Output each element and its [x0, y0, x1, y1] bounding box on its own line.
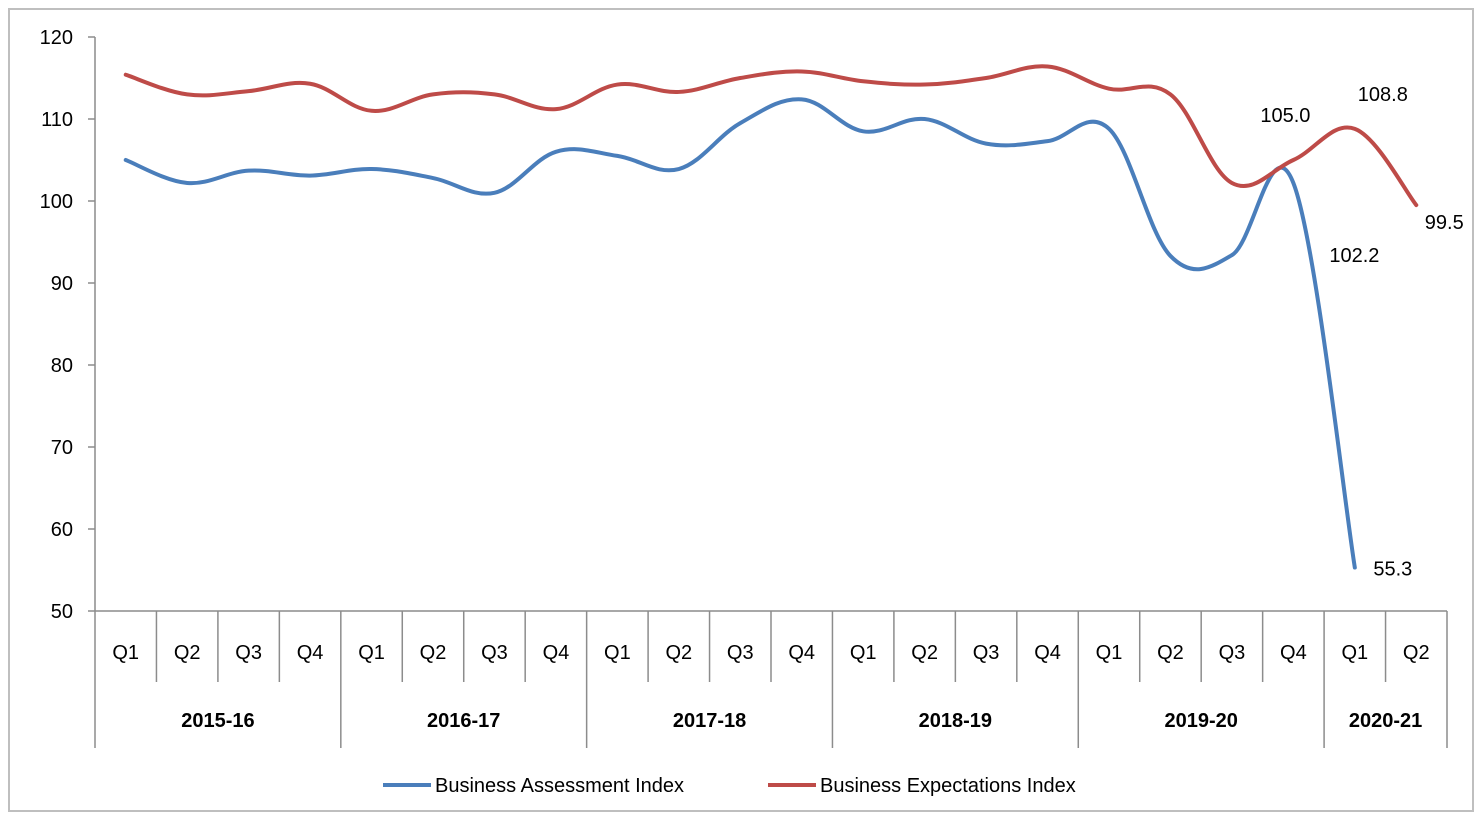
- series-line-business-expectations: [123, 64, 1419, 208]
- x-quarter-label: Q3: [481, 642, 508, 664]
- x-quarter-label: Q3: [727, 642, 754, 664]
- x-quarter-label: Q4: [543, 642, 570, 664]
- x-quarter-label: Q1: [358, 642, 385, 664]
- x-year-label: 2015-16: [181, 710, 254, 732]
- x-year-label: 2020-21: [1349, 710, 1422, 732]
- data-label: 108.8: [1358, 84, 1408, 106]
- x-quarter-label: Q3: [235, 642, 262, 664]
- y-tick-label: 50: [51, 601, 73, 623]
- x-quarter-label: Q1: [1096, 642, 1123, 664]
- x-quarter-label: Q4: [1280, 642, 1307, 664]
- x-quarter-label: Q2: [174, 642, 201, 664]
- x-quarter-label: Q2: [665, 642, 692, 664]
- x-quarter-label: Q2: [420, 642, 447, 664]
- data-label: 102.2: [1329, 245, 1379, 267]
- y-tick-label: 120: [40, 27, 73, 49]
- data-label: 55.3: [1373, 559, 1412, 581]
- x-quarter-label: Q4: [297, 642, 324, 664]
- chart-frame: [8, 8, 1474, 812]
- x-quarter-label: Q2: [911, 642, 938, 664]
- data-label: 99.5: [1425, 212, 1464, 234]
- x-quarter-label: Q1: [1341, 642, 1368, 664]
- x-quarter-label: Q3: [1219, 642, 1246, 664]
- x-quarter-label: Q4: [788, 642, 815, 664]
- x-quarter-label: Q1: [112, 642, 139, 664]
- x-quarter-label: Q1: [850, 642, 877, 664]
- x-year-label: 2016-17: [427, 710, 500, 732]
- x-year-label: 2019-20: [1164, 710, 1237, 732]
- x-quarter-label: Q4: [1034, 642, 1061, 664]
- legend-label: Business Expectations Index: [820, 775, 1076, 797]
- y-tick-label: 80: [51, 355, 73, 377]
- x-quarter-label: Q1: [604, 642, 631, 664]
- y-tick-label: 70: [51, 437, 73, 459]
- x-quarter-label: Q3: [973, 642, 1000, 664]
- data-label: 105.0: [1260, 105, 1310, 127]
- x-year-label: 2017-18: [673, 710, 746, 732]
- x-quarter-label: Q2: [1157, 642, 1184, 664]
- y-tick-label: 90: [51, 273, 73, 295]
- legend-label: Business Assessment Index: [435, 775, 684, 797]
- series-line-business-assessment: [123, 97, 1357, 570]
- y-tick-label: 100: [40, 191, 73, 213]
- x-quarter-label: Q2: [1403, 642, 1430, 664]
- y-tick-label: 110: [41, 109, 73, 131]
- y-tick-label: 60: [51, 519, 73, 541]
- x-year-label: 2018-19: [919, 710, 992, 732]
